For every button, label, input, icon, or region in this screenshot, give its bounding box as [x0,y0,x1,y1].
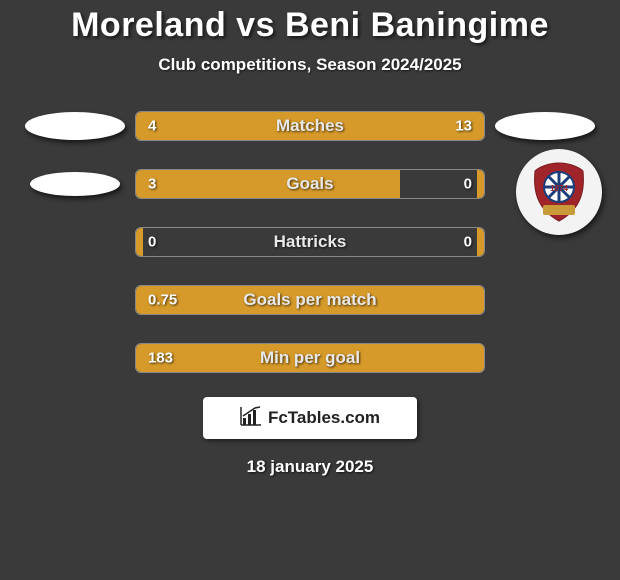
stat-label: Matches [136,116,484,136]
stat-row: 0.75 Goals per match [0,277,620,323]
club-crest-icon: 1874 [529,161,589,223]
stat-label: Goals per match [136,290,484,310]
stat-bar: 3 Goals 0 [135,169,485,199]
brand-text: FcTables.com [268,408,380,428]
left-slot [15,112,135,140]
stat-bar: 4 Matches 13 [135,111,485,141]
stat-row: 0 Hattricks 0 [0,219,620,265]
stat-right-value: 0 [464,176,472,193]
stat-bar: 183 Min per goal [135,343,485,373]
crest-year: 1874 [550,184,568,193]
right-slot [485,112,605,140]
stat-label: Hattricks [136,232,484,252]
player-placeholder-left-small [30,172,120,196]
stat-right-value: 0 [464,234,472,251]
stat-row: 183 Min per goal [0,335,620,381]
player-placeholder-right [495,112,595,140]
player-placeholder-left [25,112,125,140]
stat-row: 4 Matches 13 [0,103,620,149]
stat-bar: 0.75 Goals per match [135,285,485,315]
brand-chart-icon [240,406,262,431]
left-slot [15,172,135,196]
stat-bar: 0 Hattricks 0 [135,227,485,257]
page-title: Moreland vs Beni Baningime [0,6,620,45]
brand-box: FcTables.com [203,397,417,439]
subtitle: Club competitions, Season 2024/2025 [0,55,620,75]
date-text: 18 january 2025 [0,457,620,477]
stat-right-value: 13 [455,118,472,135]
stats-block: 4 Matches 13 3 Goals 0 [0,103,620,381]
stat-label: Min per goal [136,348,484,368]
stat-label: Goals [136,174,484,194]
comparison-card: Moreland vs Beni Baningime Club competit… [0,0,620,477]
